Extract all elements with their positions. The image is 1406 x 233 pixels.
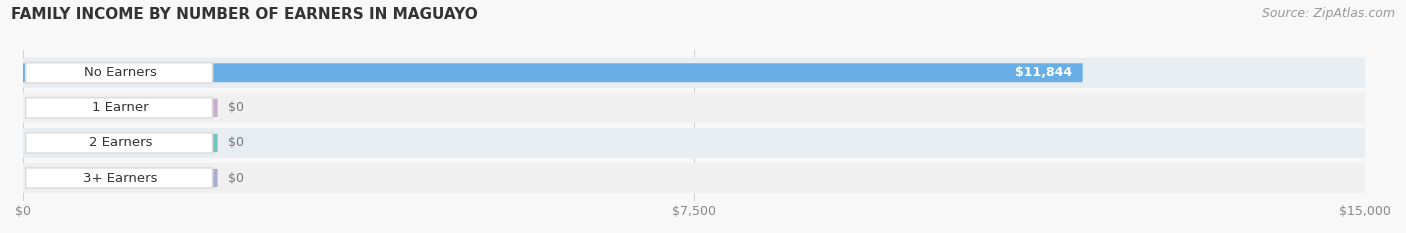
Text: $0: $0 [228,171,245,185]
FancyBboxPatch shape [25,133,212,153]
FancyBboxPatch shape [25,63,212,83]
FancyBboxPatch shape [22,58,1365,88]
FancyBboxPatch shape [25,98,212,118]
FancyBboxPatch shape [22,63,1083,82]
FancyBboxPatch shape [124,134,218,152]
Text: FAMILY INCOME BY NUMBER OF EARNERS IN MAGUAYO: FAMILY INCOME BY NUMBER OF EARNERS IN MA… [11,7,478,22]
Text: $11,844: $11,844 [1015,66,1071,79]
Text: 2 Earners: 2 Earners [89,137,152,149]
FancyBboxPatch shape [22,93,1365,123]
FancyBboxPatch shape [124,169,218,187]
FancyBboxPatch shape [25,168,212,188]
FancyBboxPatch shape [22,128,1365,158]
Text: No Earners: No Earners [84,66,156,79]
FancyBboxPatch shape [124,99,218,117]
Text: 3+ Earners: 3+ Earners [83,171,157,185]
Text: Source: ZipAtlas.com: Source: ZipAtlas.com [1261,7,1395,20]
Text: $0: $0 [228,137,245,149]
FancyBboxPatch shape [22,163,1365,193]
Text: 1 Earner: 1 Earner [91,101,149,114]
Text: $0: $0 [228,101,245,114]
